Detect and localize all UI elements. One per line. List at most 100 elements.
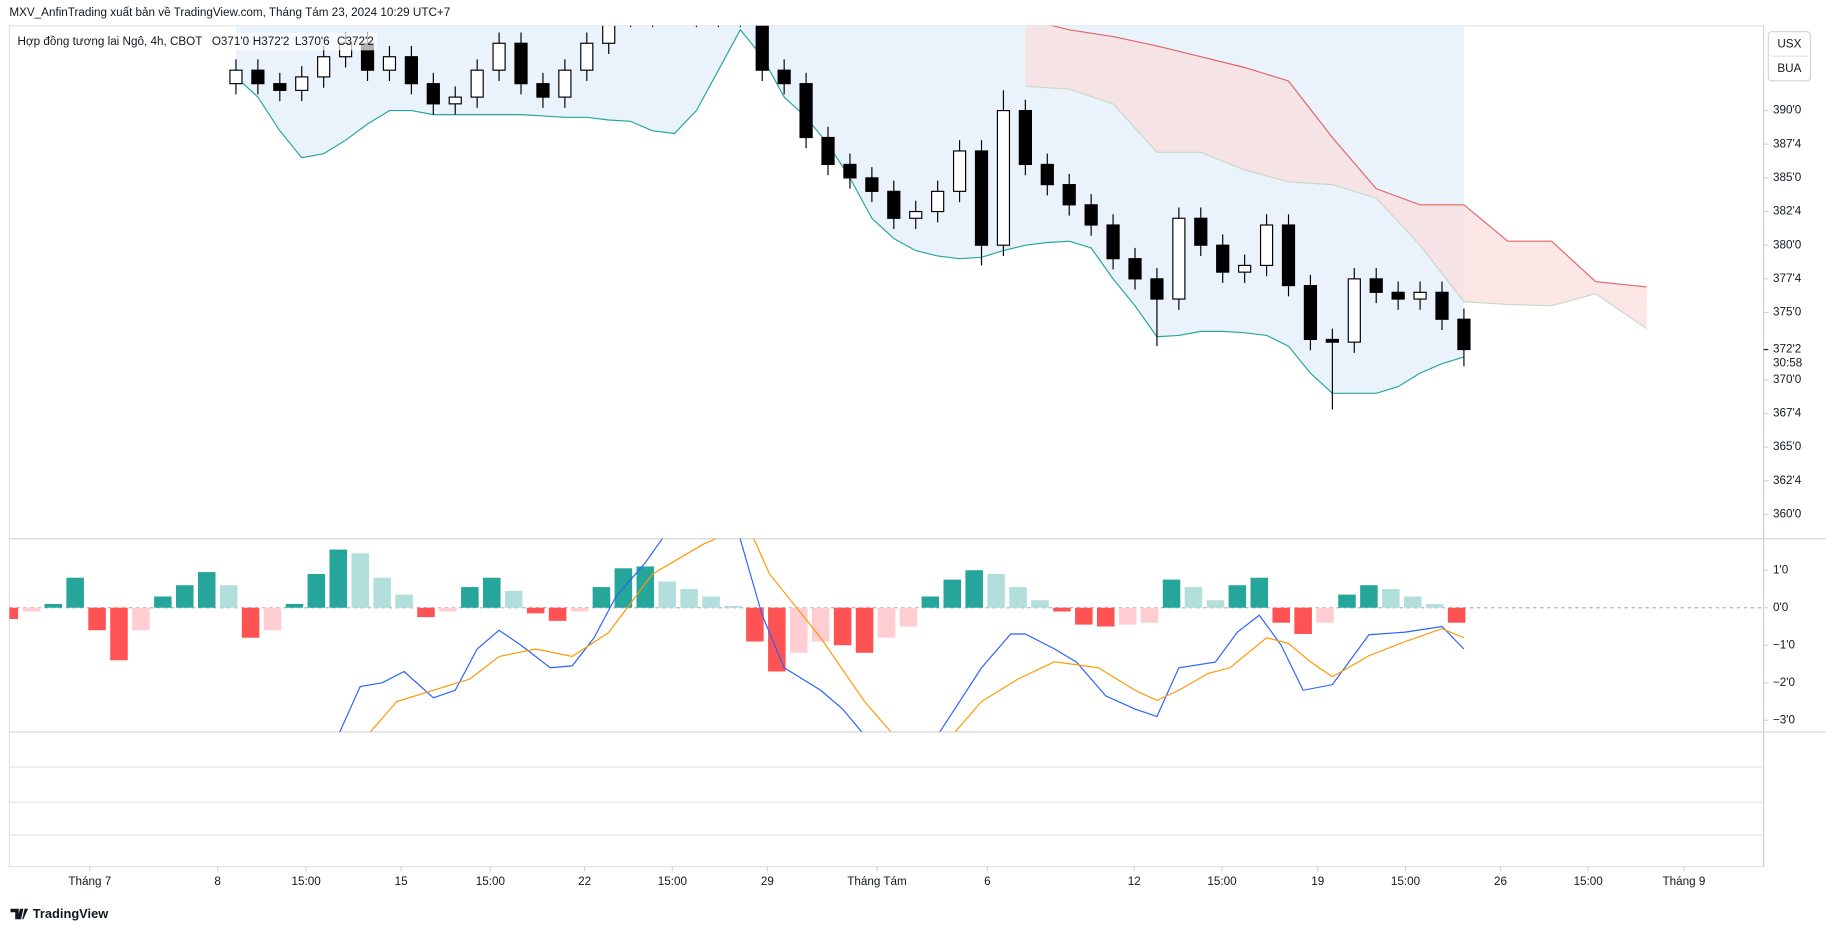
candle-body	[1062, 184, 1076, 206]
candle-body	[799, 83, 813, 139]
y-tick-label: 390'0	[1773, 104, 1802, 117]
histogram-bar	[417, 607, 435, 618]
y-tick-label: 365'0	[1773, 440, 1802, 453]
candle-body	[470, 69, 484, 98]
x-tick-label: 15:00	[1207, 875, 1237, 888]
candle-body	[1150, 278, 1164, 300]
y-tick-label: 0'0	[1773, 601, 1789, 614]
scale-quote[interactable]: BUA	[1777, 62, 1801, 75]
histogram-bar	[1272, 607, 1290, 623]
candle-body	[887, 190, 901, 219]
y-tick-label: 367'4	[1773, 407, 1802, 420]
histogram-bar	[110, 607, 128, 661]
legend: Hợp đồng tương lai Ngô, 4h, CBOT O371'0 …	[14, 32, 377, 51]
histogram-bar	[395, 594, 413, 608]
histogram-bar	[636, 566, 655, 608]
histogram-bar	[483, 577, 501, 608]
y-tick-label: 360'0	[1773, 508, 1802, 521]
x-tick-label: 15	[395, 875, 408, 888]
histogram-bar	[570, 607, 589, 612]
histogram-bar	[899, 607, 918, 627]
histogram-bar	[680, 588, 698, 608]
histogram-bar	[724, 605, 742, 608]
histogram-bar	[88, 607, 106, 631]
y-tick-label: 1'0	[1773, 563, 1789, 576]
y-tick-label: 382'4	[1773, 205, 1802, 218]
candle-body	[1303, 285, 1318, 341]
macd-pane	[9, 538, 1764, 732]
candle-body	[229, 69, 243, 85]
candle-body	[865, 177, 879, 192]
candle-body	[931, 190, 945, 213]
histogram-bar	[1075, 607, 1093, 625]
candle-body	[755, 25, 769, 71]
candle-body	[668, 3, 680, 4]
x-tick-label: 15:00	[476, 875, 506, 888]
histogram-bar	[66, 577, 84, 608]
candle-body	[295, 76, 309, 91]
histogram-bar	[241, 607, 260, 638]
candle-body	[251, 69, 265, 85]
y-tick-label: 370'0	[1773, 373, 1802, 386]
x-tick-label: 15:00	[658, 875, 688, 888]
histogram-bar	[1118, 607, 1137, 625]
x-tick-label: 12	[1128, 875, 1141, 888]
histogram-bar	[987, 573, 1005, 608]
candle-body	[952, 150, 967, 192]
y-tick-label: 377'4	[1773, 272, 1802, 285]
candle-body	[1040, 163, 1054, 186]
histogram-bar	[1228, 585, 1247, 608]
histogram-bar	[285, 603, 304, 608]
candle-body	[1413, 291, 1427, 300]
candle-body	[1369, 278, 1383, 293]
x-tick-label: 15:00	[1391, 875, 1421, 888]
x-tick-label: 29	[761, 875, 774, 888]
histogram-bar	[855, 607, 874, 653]
logo-text: TradingView	[33, 906, 109, 921]
candle-body	[1238, 264, 1252, 273]
last-price-label: 372'2	[1773, 343, 1801, 356]
histogram-bar	[1053, 607, 1071, 612]
candle-body	[690, 3, 702, 16]
candle-body	[1084, 204, 1098, 226]
histogram-bar	[790, 607, 808, 653]
histogram-bar	[921, 596, 940, 608]
candle-body	[734, 3, 746, 16]
histogram-bar	[176, 585, 194, 608]
candle-body	[974, 150, 989, 246]
legend-high: H372'2	[253, 35, 290, 48]
histogram-bar	[1382, 588, 1400, 608]
histogram-bar	[658, 581, 676, 608]
x-tick-label: Tháng 7	[68, 875, 111, 888]
candle-body	[909, 210, 923, 219]
candle-body	[1457, 318, 1471, 351]
legend-low: L370'6	[295, 35, 330, 48]
candle-body	[1216, 244, 1230, 273]
scale-unit[interactable]: USX	[1777, 38, 1801, 51]
histogram-bar	[219, 585, 238, 608]
candle-body	[1435, 291, 1449, 320]
x-tick-label: 22	[578, 875, 591, 888]
y-tick-label: 385'0	[1773, 171, 1802, 184]
candle-body	[1128, 258, 1142, 280]
y-tick-label: 375'0	[1773, 306, 1802, 319]
histogram-bar	[1031, 600, 1049, 608]
cloud-upper	[1050, 25, 1647, 288]
candle-body	[821, 136, 835, 166]
y-tick-label: −1'0	[1773, 638, 1796, 651]
candle-body	[1172, 217, 1186, 300]
histogram-bar	[1425, 603, 1444, 608]
candle-body	[602, 25, 616, 44]
histogram-bar	[154, 596, 172, 608]
cloud-fill	[1025, 25, 1647, 329]
histogram-bar	[307, 573, 326, 608]
x-tick-label: 15:00	[292, 875, 322, 888]
cloud-lower	[1025, 85, 1647, 330]
candle-body	[558, 69, 572, 98]
price-pane	[229, 3, 1647, 410]
histogram-bar	[9, 607, 19, 619]
candle-body	[1259, 224, 1274, 266]
histogram-bar	[329, 549, 348, 608]
candle-body	[1391, 291, 1405, 300]
histogram-bar	[1360, 585, 1378, 608]
